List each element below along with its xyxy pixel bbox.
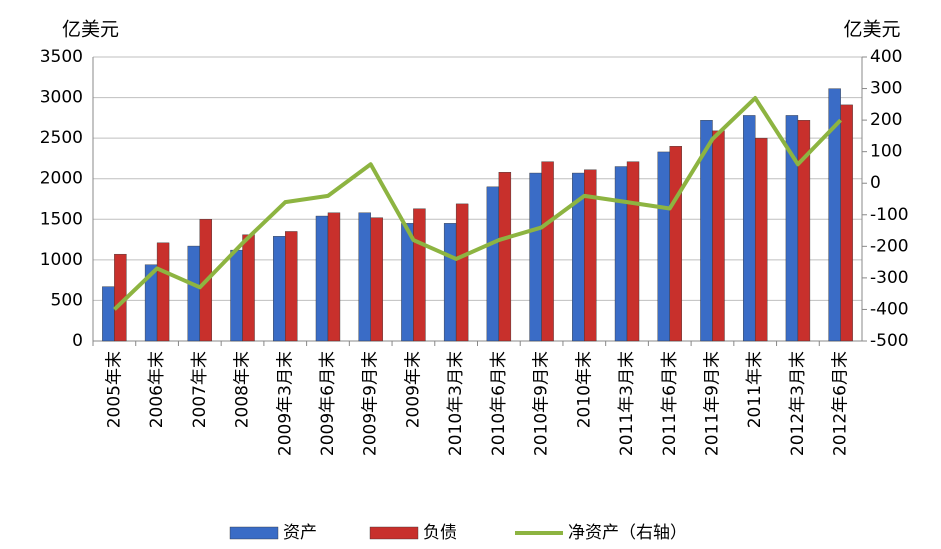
legend-label: 资产 <box>283 523 317 543</box>
y2-tick-label: 0 <box>870 173 881 193</box>
bar <box>486 186 500 342</box>
bar <box>242 234 255 342</box>
x-tick-label: 2009年3月末 <box>275 351 295 456</box>
y2-tick-label: -400 <box>870 299 909 319</box>
line <box>112 96 843 311</box>
x-tick-label: 2009年末 <box>403 351 423 428</box>
x-tick-label: 2010年末 <box>574 351 594 428</box>
x-tick-label: 2009年9月末 <box>361 351 381 456</box>
bar <box>742 115 756 342</box>
bar <box>669 146 682 342</box>
x-tick-label: 2010年3月末 <box>446 351 466 456</box>
bar <box>840 104 853 342</box>
y2-tick-label: 100 <box>870 142 902 162</box>
bar <box>626 161 640 342</box>
bar <box>541 161 554 342</box>
x-tick-label: 2010年6月末 <box>489 351 509 456</box>
y-tick-label: 1500 <box>40 209 83 229</box>
y-tick-label: 0 <box>72 331 83 351</box>
bar <box>413 208 426 342</box>
bar <box>712 130 725 342</box>
legend-label: 净资产（右轴） <box>568 523 687 543</box>
bar <box>401 223 414 342</box>
bar <box>584 169 597 342</box>
x-tick-label: 2007年末 <box>190 351 210 428</box>
bar <box>455 203 469 342</box>
bar <box>529 172 542 342</box>
bar <box>614 166 628 342</box>
y2-tick-label: 300 <box>870 79 902 99</box>
x-tick-label: 2008年末 <box>233 351 253 428</box>
bar <box>370 217 383 342</box>
y2-tick-label: -500 <box>870 331 909 351</box>
y2-tick-label: -200 <box>870 236 909 256</box>
bar <box>102 286 115 342</box>
bar <box>315 215 329 342</box>
y-tick-label: 3000 <box>40 88 83 108</box>
x-tick-label: 2010年9月末 <box>532 351 552 456</box>
x-tick-label: 2006年末 <box>147 351 167 428</box>
bar <box>187 245 201 342</box>
x-tick-label: 2005年末 <box>104 351 124 428</box>
y2-tick-label: -300 <box>870 268 909 288</box>
x-tick-label: 2011年9月末 <box>702 351 722 456</box>
y2-unit: 亿美元 <box>843 19 900 41</box>
bar <box>358 212 371 342</box>
bar <box>657 151 670 342</box>
bar <box>443 223 457 342</box>
y-tick-label: 500 <box>51 290 83 310</box>
y2-tick-label: 400 <box>870 47 902 67</box>
y-tick-label: 2500 <box>40 128 83 148</box>
bar <box>156 242 170 342</box>
bar <box>230 249 243 342</box>
y-tick-label: 3500 <box>40 47 83 67</box>
bar <box>327 212 341 342</box>
legend-swatch <box>229 526 279 540</box>
x-tick-label: 2012年6月末 <box>831 351 851 456</box>
y2-tick-label: 200 <box>870 110 902 130</box>
y-tick-label: 1000 <box>40 250 83 270</box>
bar <box>498 172 512 342</box>
y-tick-label: 2000 <box>40 169 83 189</box>
x-tick-label: 2011年末 <box>745 351 765 428</box>
bar <box>285 231 298 342</box>
x-tick-label: 2011年3月末 <box>617 351 637 456</box>
x-tick-label: 2011年6月末 <box>660 351 680 456</box>
legend-swatch <box>369 526 419 540</box>
bar <box>797 120 811 342</box>
bar <box>754 137 768 342</box>
y-unit: 亿美元 <box>62 19 119 41</box>
x-tick-label: 2012年3月末 <box>788 351 808 456</box>
bar <box>273 236 286 342</box>
x-tick-label: 2009年6月末 <box>318 351 338 456</box>
legend-label: 负债 <box>423 523 457 543</box>
y2-tick-label: -100 <box>870 205 909 225</box>
